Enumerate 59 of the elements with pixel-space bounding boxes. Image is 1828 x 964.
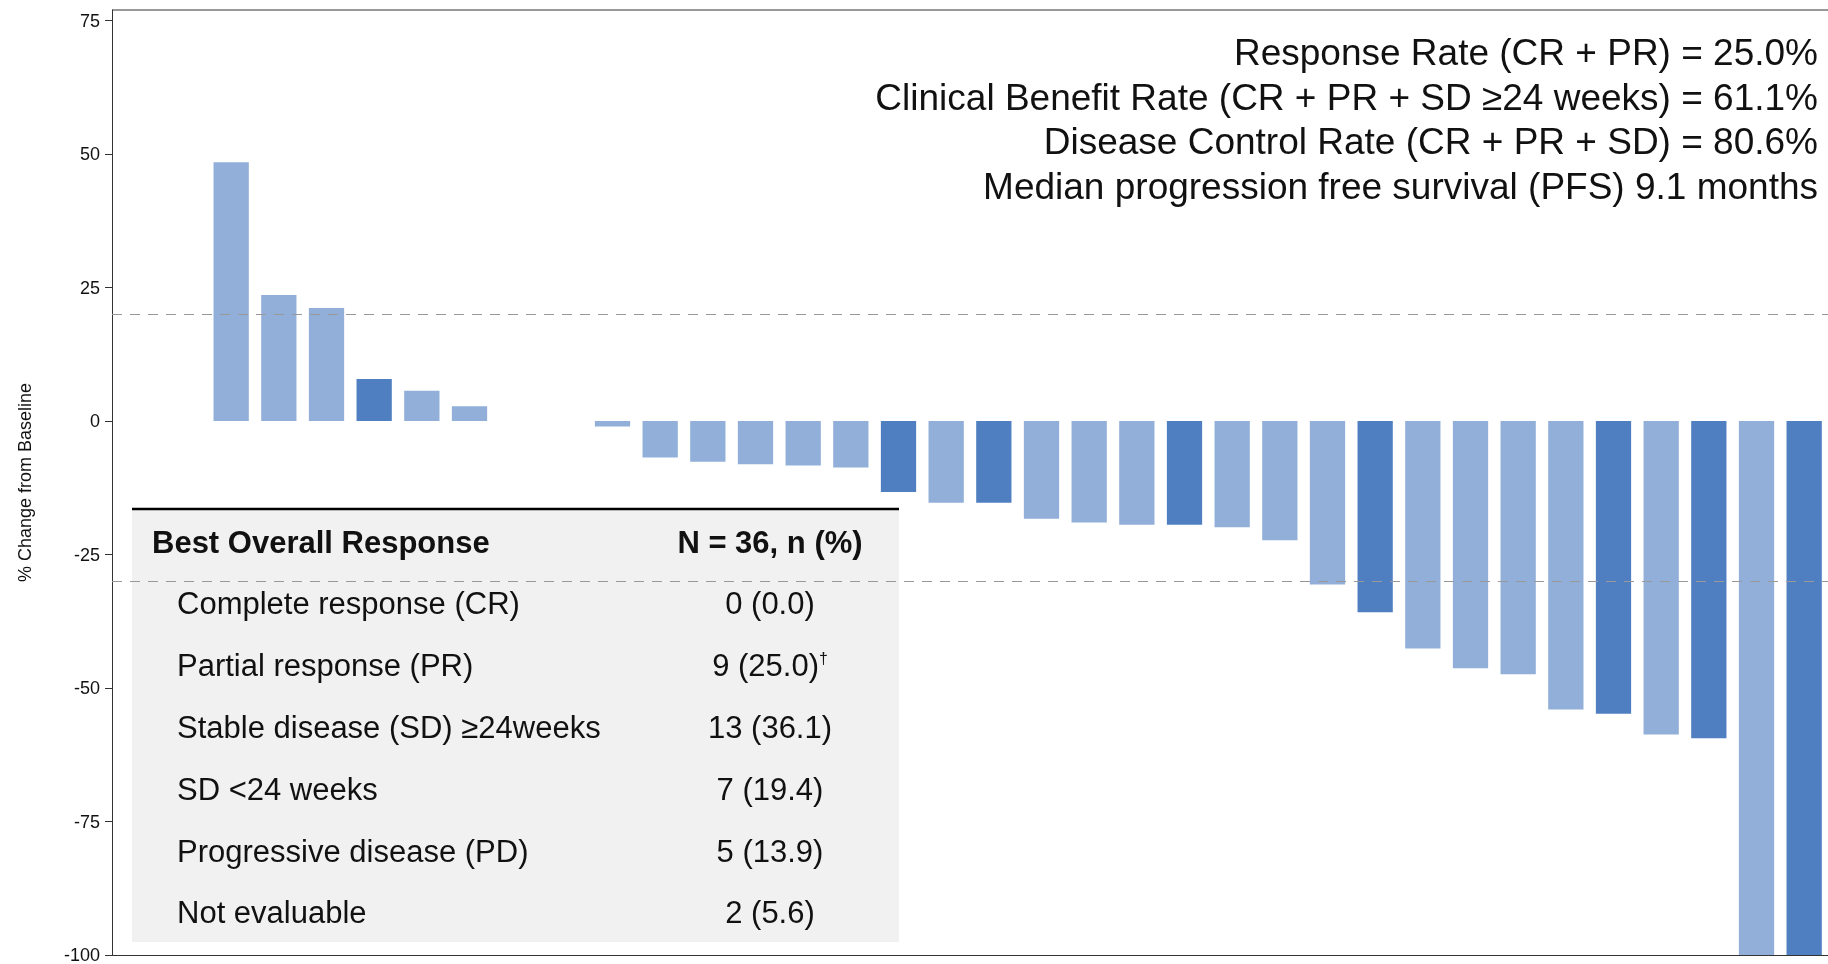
- bar: [880, 421, 917, 493]
- annotation: Not evaluable: [177, 895, 367, 931]
- bar: [785, 421, 821, 466]
- y-tick-label: 25: [79, 277, 100, 298]
- bar: [1405, 421, 1441, 649]
- bar: [833, 421, 869, 468]
- bar: [1309, 421, 1346, 585]
- y-tick-label: -100: [63, 945, 100, 964]
- annotation: N = 36, n (%): [677, 524, 863, 560]
- annotation: SD <24 weeks: [177, 771, 378, 807]
- bar: [1452, 421, 1489, 669]
- annotation: 0 (0.0): [725, 586, 815, 622]
- bar: [1071, 421, 1107, 523]
- bar: [1595, 421, 1632, 714]
- bar: [404, 390, 440, 422]
- bar: [1643, 421, 1679, 735]
- bar: [1357, 421, 1393, 613]
- y-tick-label: -25: [73, 544, 100, 565]
- bar: [928, 421, 964, 503]
- y-tick-label: -50: [73, 678, 100, 699]
- y-tick-label: 50: [79, 144, 100, 165]
- bar: [1691, 421, 1727, 739]
- y-tick-label: -75: [73, 811, 100, 832]
- bar: [1786, 421, 1822, 955]
- bar: [1500, 421, 1536, 675]
- bar: [261, 295, 297, 422]
- bar: [1119, 421, 1155, 525]
- bar: [976, 421, 1012, 503]
- bar: [594, 421, 631, 427]
- bar: [1023, 421, 1060, 519]
- annotation: Disease Control Rate (CR + PR + SD) = 80.6%: [1043, 121, 1819, 162]
- y-tick-label: 75: [79, 10, 100, 31]
- y-axis-title: % Change from Baseline: [15, 382, 35, 583]
- bar: [308, 307, 345, 422]
- y-tick-label: 0: [89, 411, 100, 432]
- annotation: 5 (13.9): [716, 833, 824, 869]
- annotation: Response Rate (CR + PR) = 25.0%: [1233, 32, 1819, 73]
- bar: [690, 421, 726, 462]
- annotation: 13 (36.1): [707, 709, 833, 745]
- bar: [1214, 421, 1250, 528]
- annotation: Partial response (PR): [177, 648, 474, 684]
- annotation: 2 (5.6): [725, 895, 815, 931]
- bar: [737, 421, 774, 465]
- annotation: Best Overall Response: [152, 524, 490, 560]
- bar: [1738, 421, 1775, 955]
- bar: [1262, 421, 1298, 541]
- bar: [642, 421, 678, 458]
- annotation: Complete response (CR): [177, 586, 520, 622]
- bar: [356, 378, 392, 422]
- annotation: Progressive disease (PD): [177, 833, 529, 869]
- annotation: Median progression free survival (PFS) 9.1 months: [983, 165, 1818, 207]
- bar: [1548, 421, 1584, 710]
- bar: [1166, 421, 1203, 525]
- bar: [213, 162, 249, 422]
- bar: [451, 406, 488, 422]
- annotation: Clinical Benefit Rate (CR + PR + SD ≥24 weeks) = 61.1%: [875, 76, 1819, 118]
- annotation: Stable disease (SD) ≥24weeks: [177, 709, 601, 745]
- annotation: 9 (25.0)†: [712, 648, 828, 684]
- annotation: 7 (19.4): [716, 771, 824, 807]
